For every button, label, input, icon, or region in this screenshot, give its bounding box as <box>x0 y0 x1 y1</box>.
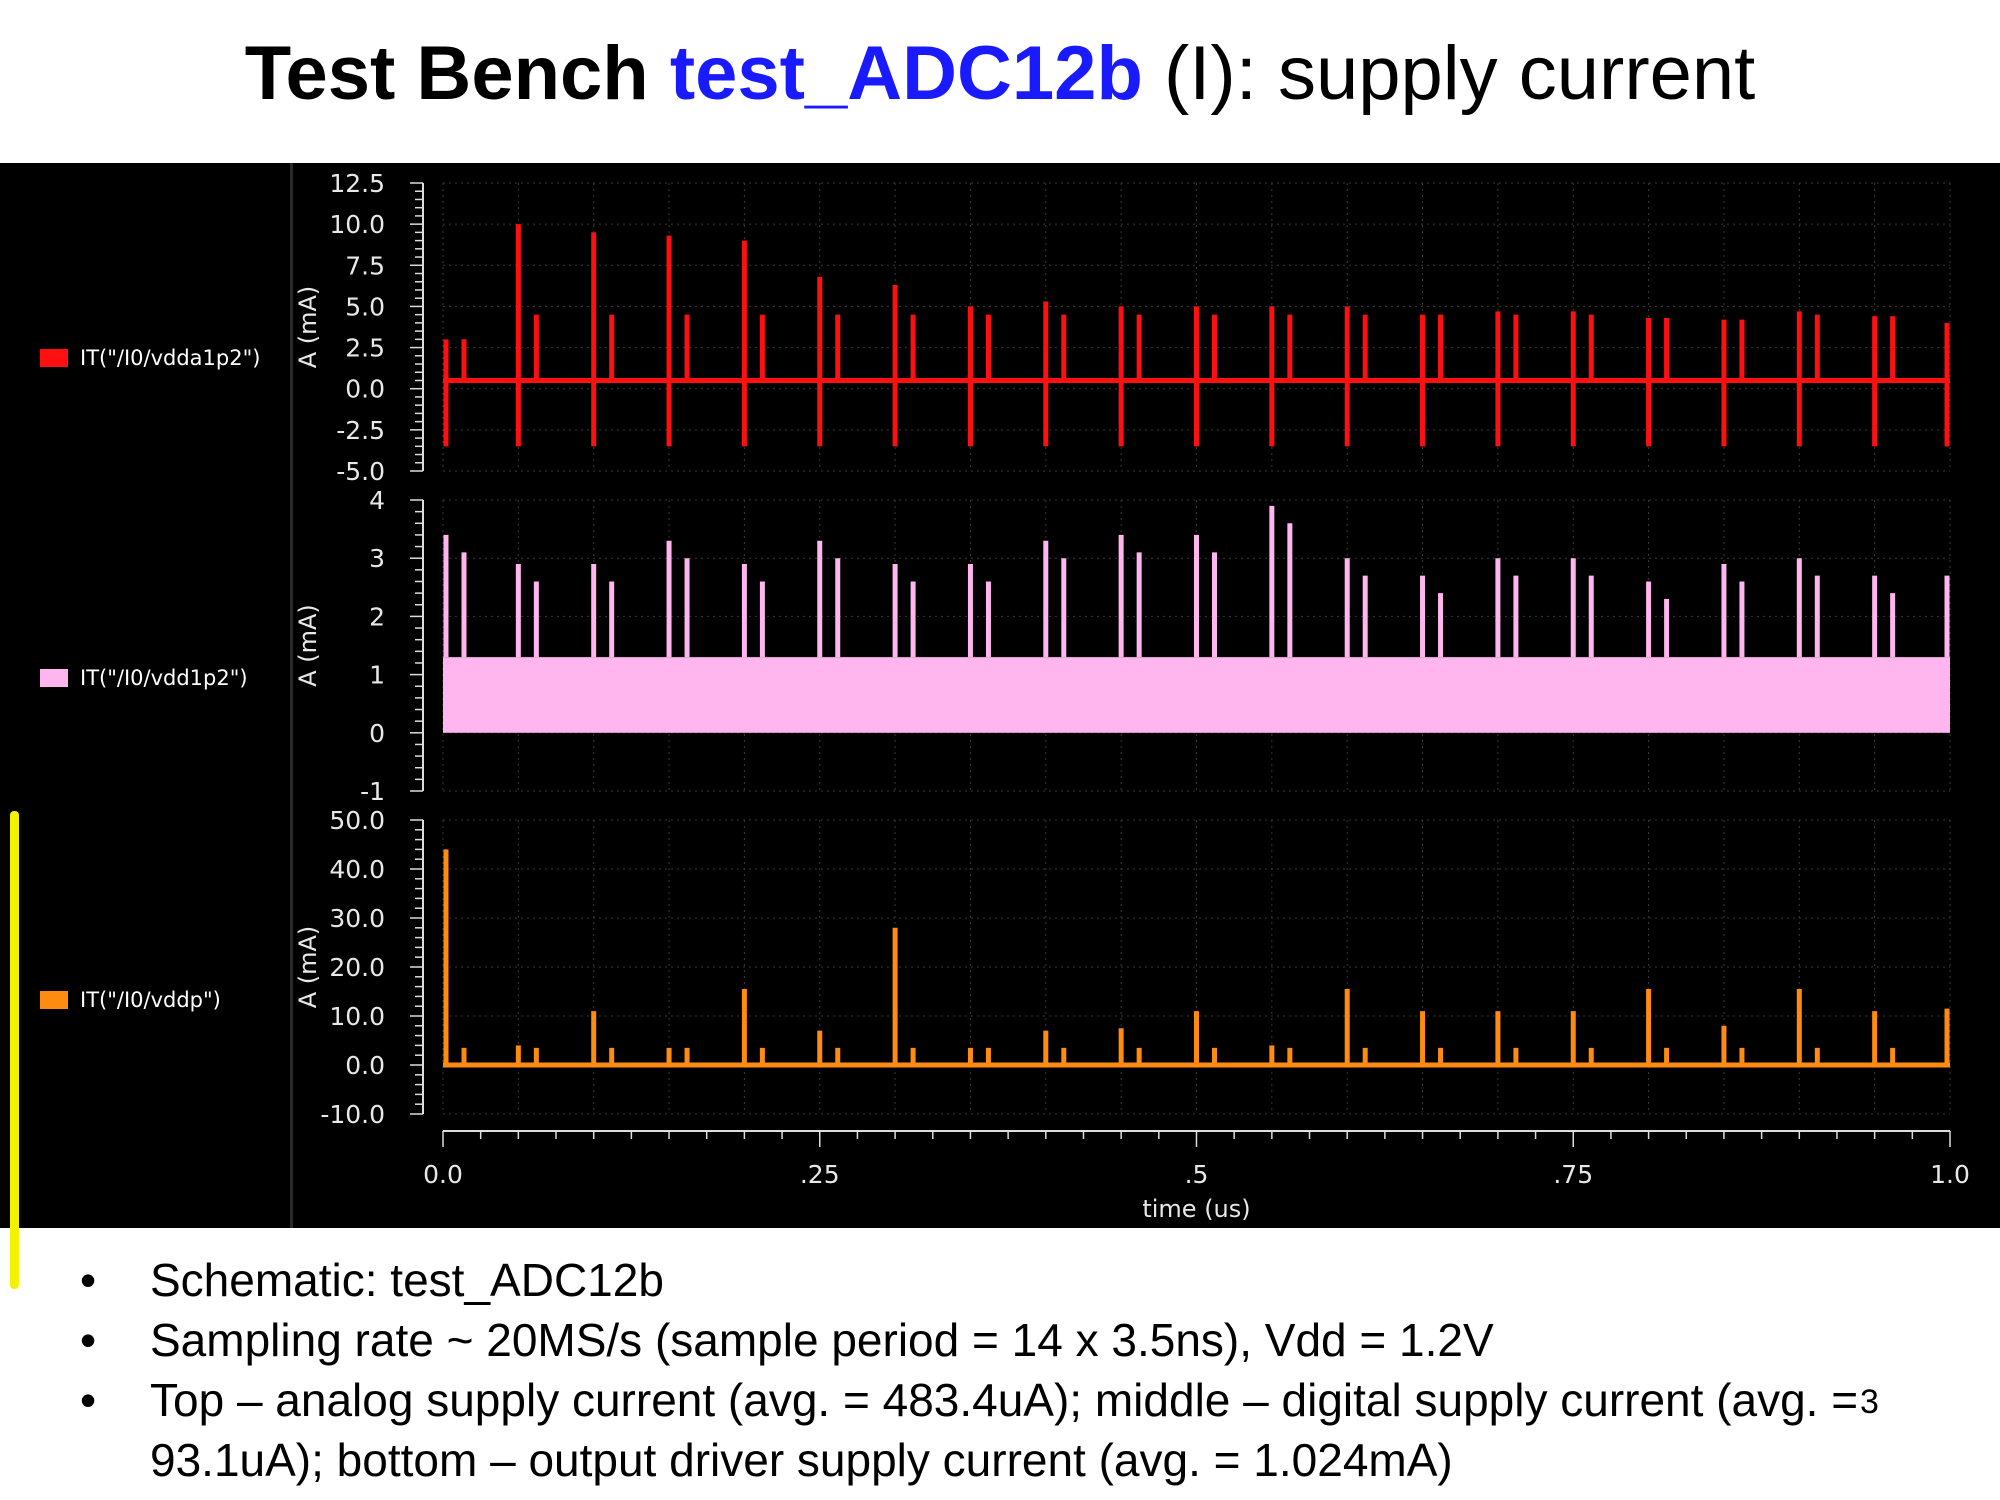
slide-title: Test Bench test_ADC12b (I): supply curre… <box>0 30 2000 117</box>
title-prefix: Test Bench <box>244 31 649 116</box>
panel-1: 12.5 10.0 7.5 5.0 2.5 0.0 -2.5 -5.0 A (mA) <box>294 169 1951 486</box>
legend-swatch-vdd1p2 <box>40 669 68 687</box>
bullet-text: Sampling rate ~ 20MS/s (sample period = … <box>150 1314 1494 1366</box>
bullet-text: Top – analog supply current (avg. = 483.… <box>150 1374 1859 1486</box>
y-tick-label: 30.0 <box>329 904 385 933</box>
y-tick-label: 20.0 <box>329 953 385 982</box>
bullet-item: • Top – analog supply current (avg. = 48… <box>80 1370 1930 1490</box>
x-tick-label: .75 <box>1553 1160 1593 1189</box>
title-suffix: (I): supply current <box>1164 31 1756 116</box>
y-tick-label: 7.5 <box>345 251 385 280</box>
bullet-text: Schematic: test_ADC12b <box>150 1254 664 1306</box>
bullet-marker: • <box>80 1254 97 1306</box>
x-tick-label: 1.0 <box>1930 1160 1970 1189</box>
y-tick-label: 12.5 <box>329 169 385 198</box>
y-tick-label: -10.0 <box>320 1100 385 1129</box>
y-tick-label: 5.0 <box>345 292 385 321</box>
page-number: 3 <box>1860 1383 1879 1421</box>
y-tick-label: 50.0 <box>329 806 385 835</box>
y-axis-label: A (mA) <box>294 604 322 687</box>
y-tick-label: 10.0 <box>329 1002 385 1031</box>
y-tick-label: -1 <box>360 777 385 806</box>
y-tick-label: 0.0 <box>345 375 385 404</box>
x-tick-label: 0.0 <box>423 1160 463 1189</box>
legend-item-vdda1p2[interactable]: IT("/I0/vdda1p2") <box>18 343 260 373</box>
legend-pane: IT("/I0/vdda1p2") IT("/I0/vdd1p2") IT("/… <box>0 163 293 1289</box>
y-tick-label: 2.5 <box>345 334 385 363</box>
title-testbench-name: test_ADC12b <box>669 31 1143 116</box>
legend-swatch-vddp <box>40 991 68 1009</box>
bullet-marker: • <box>80 1374 97 1426</box>
panel-2: 4 3 2 1 0 -1 A (mA) <box>294 486 1951 806</box>
legend-label-vddp: IT("/I0/vddp") <box>80 988 221 1012</box>
legend-label-vdd1p2: IT("/I0/vdd1p2") <box>80 666 248 690</box>
x-tick-label: .5 <box>1185 1160 1209 1189</box>
y-axis-label: A (mA) <box>294 286 322 369</box>
panel-3: 50.0 40.0 30.0 20.0 10.0 0.0 -10.0 A (mA) <box>294 806 1951 1129</box>
y-tick-label: 10.0 <box>329 210 385 239</box>
y-tick-label: 4 <box>369 486 385 515</box>
y-tick-label: -5.0 <box>336 457 385 486</box>
y-tick-label: -2.5 <box>336 416 385 445</box>
waveform-viewer: IT("/I0/vdda1p2") IT("/I0/vdd1p2") IT("/… <box>0 163 2000 1289</box>
y-tick-label: 3 <box>369 544 385 573</box>
y-axis-label: A (mA) <box>294 926 322 1009</box>
y-tick-label: 0 <box>369 719 385 748</box>
bullet-item: • Sampling rate ~ 20MS/s (sample period … <box>80 1310 1930 1370</box>
legend-label-vdda1p2: IT("/I0/vdda1p2") <box>80 346 261 370</box>
legend-item-vdd1p2[interactable]: IT("/I0/vdd1p2") <box>18 663 248 693</box>
bullet-list: • Schematic: test_ADC12b • Sampling rate… <box>80 1250 1930 1490</box>
y-tick-label: 1 <box>369 661 385 690</box>
x-tick-label: .25 <box>800 1160 840 1189</box>
y-tick-label: 40.0 <box>329 855 385 884</box>
bullet-marker: • <box>80 1314 97 1366</box>
x-axis-label: time (us) <box>1142 1195 1250 1223</box>
y-tick-label: 0.0 <box>345 1051 385 1080</box>
legend-item-vddp[interactable]: IT("/I0/vddp") <box>18 985 221 1015</box>
y-tick-label: 2 <box>369 602 385 631</box>
trace-band <box>443 657 1950 733</box>
bullet-item: • Schematic: test_ADC12b <box>80 1250 1930 1310</box>
selection-bar[interactable] <box>10 811 19 1289</box>
waveform-plot: 12.5 10.0 7.5 5.0 2.5 0.0 -2.5 -5.0 A (mA) 4 3 2 1 0 -… <box>294 169 1970 1223</box>
legend-swatch-vdda1p2 <box>40 349 68 367</box>
